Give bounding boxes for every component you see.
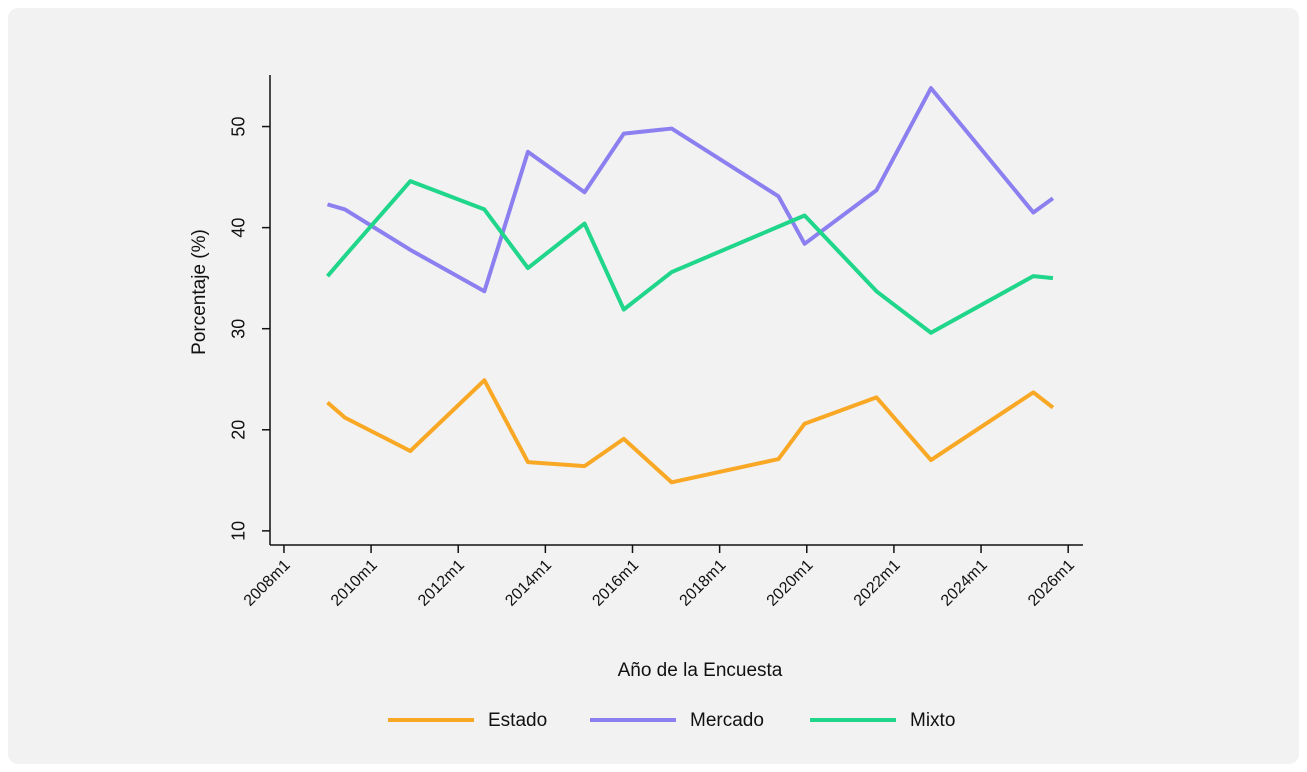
x-tick-label: 2012m1 xyxy=(415,557,468,610)
x-tick-label: 2014m1 xyxy=(502,557,555,610)
x-tick-label: 2026m1 xyxy=(1025,557,1078,610)
y-axis-title: Porcentaje (%) xyxy=(189,229,210,355)
y-tick-label: 20 xyxy=(229,420,249,440)
x-tick-label: 2022m1 xyxy=(851,557,904,610)
y-tick-label: 40 xyxy=(229,218,249,238)
x-tick-label: 2010m1 xyxy=(328,557,381,610)
y-tick-label: 10 xyxy=(229,521,249,541)
legend-label: Estado xyxy=(488,710,547,731)
y-tick-label: 30 xyxy=(229,319,249,339)
legend-label: Mercado xyxy=(690,710,764,731)
x-tick-label: 2016m1 xyxy=(589,557,642,610)
line-series xyxy=(326,86,1055,294)
x-tick-label: 2018m1 xyxy=(677,557,730,610)
line-series xyxy=(326,378,1055,485)
x-tick-label: 2020m1 xyxy=(764,557,817,610)
legend-label: Mixto xyxy=(910,710,955,731)
x-tick-label: 2008m1 xyxy=(241,557,294,610)
x-tick-label: 2024m1 xyxy=(938,557,991,610)
card xyxy=(8,8,1299,764)
x-axis-title: Año de la Encuesta xyxy=(618,660,783,681)
y-tick-label: 50 xyxy=(229,117,249,137)
line-series xyxy=(325,179,1054,335)
